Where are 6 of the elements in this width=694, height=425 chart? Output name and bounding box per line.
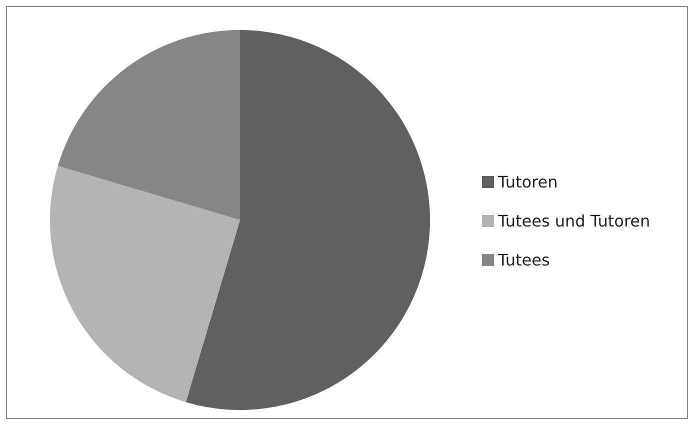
- legend-label: Tutees: [497, 250, 550, 270]
- pie-slice: [186, 30, 430, 410]
- pie-slice: [58, 30, 240, 220]
- legend-label: Tutoren: [497, 172, 558, 192]
- pie-slice: [50, 166, 240, 402]
- legend-label: Tutees und Tutoren: [497, 212, 650, 231]
